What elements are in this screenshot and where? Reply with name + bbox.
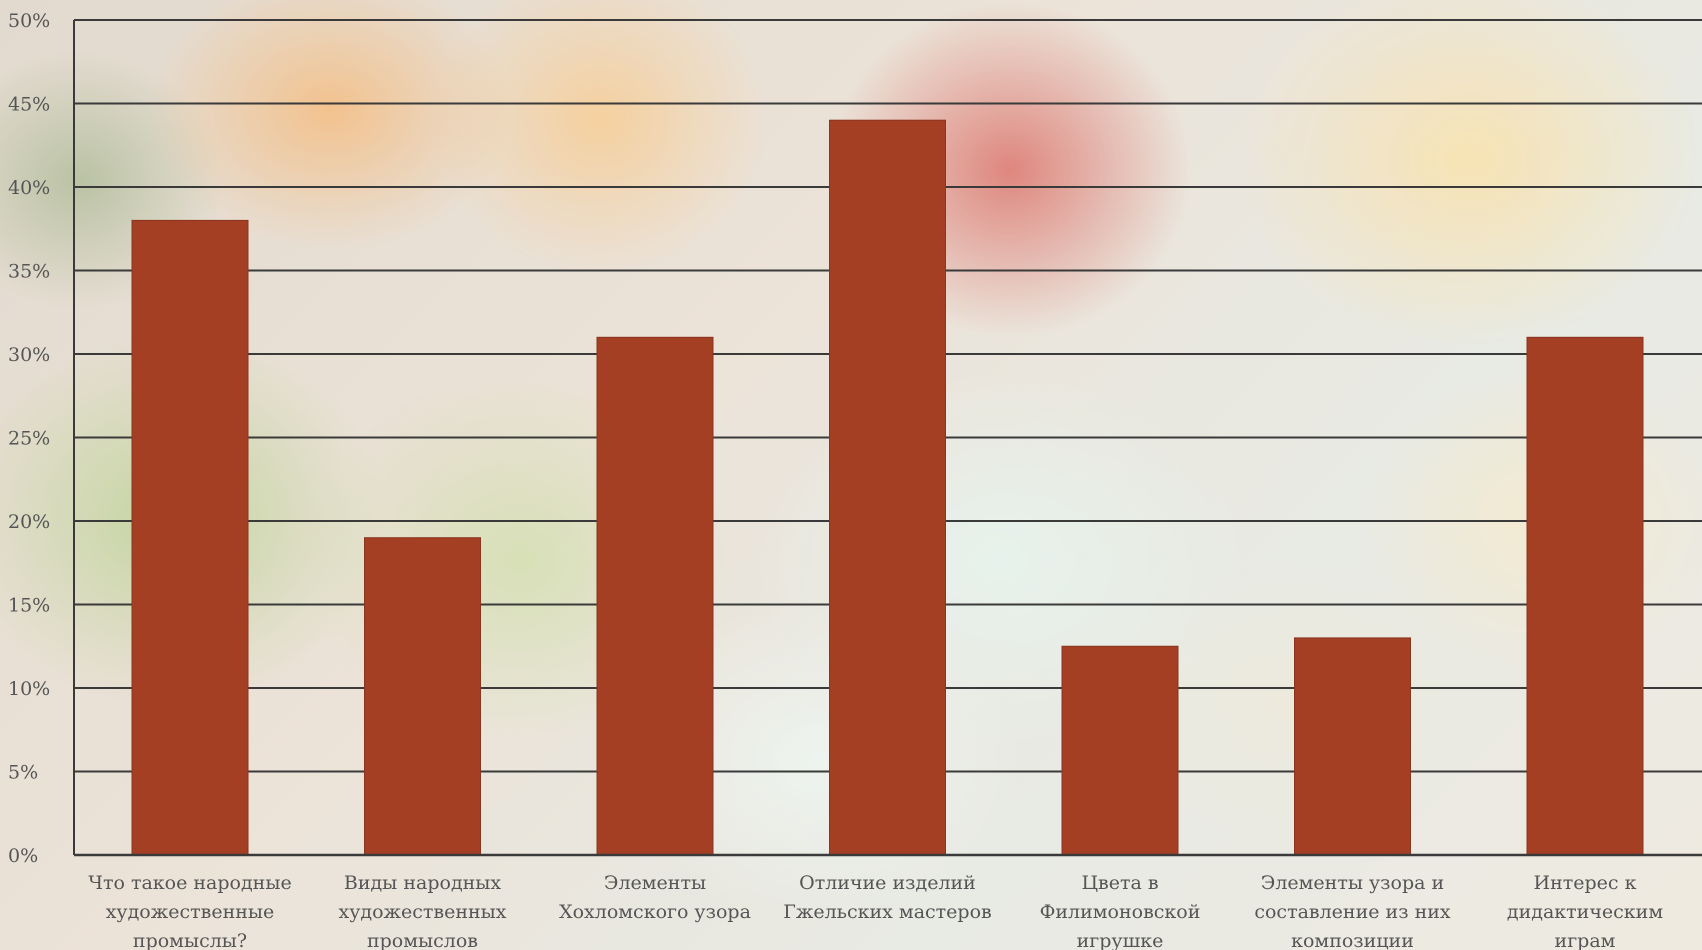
- y-tick-label: 10%: [8, 678, 50, 700]
- x-category-label: художественные: [106, 901, 275, 923]
- x-axis-category-labels: Что такое народные художественные промыслы…: [88, 872, 1663, 950]
- x-category-label: составление из них: [1254, 901, 1451, 923]
- x-category-label: Хохломского узора: [559, 901, 751, 923]
- y-tick-label: 40%: [8, 177, 50, 199]
- y-tick-label: 35%: [8, 261, 50, 283]
- x-category-label: игрушке: [1077, 930, 1164, 950]
- x-category-label: Цвета в: [1081, 872, 1158, 894]
- x-category-label: композиции: [1291, 930, 1414, 950]
- x-category-label: промыслов: [367, 930, 478, 950]
- bars: [131, 119, 1644, 856]
- x-category-label: Что такое народные: [88, 872, 291, 894]
- x-category-label: Элементы: [604, 872, 706, 894]
- bar: [1526, 336, 1644, 856]
- bar: [1294, 637, 1411, 856]
- y-tick-label: 15%: [8, 595, 50, 617]
- bar: [1061, 645, 1179, 856]
- x-category-label: Отличие изделий: [799, 872, 976, 894]
- x-category-label: дидактическим: [1507, 901, 1663, 923]
- x-category-label: Интерес к: [1534, 872, 1637, 894]
- y-tick-label: 20%: [8, 511, 50, 533]
- y-tick-label: 50%: [8, 10, 50, 32]
- x-category-label: художественных: [338, 901, 506, 923]
- axes: [73, 20, 1702, 857]
- x-category-label: Гжельских мастеров: [783, 901, 991, 923]
- y-axis-tick-labels: 0% 5% 10% 15% 20% 25% 30% 35% 40% 45% 50%: [8, 10, 50, 867]
- x-category-label: Элементы узора и: [1261, 872, 1444, 894]
- bar: [829, 119, 946, 856]
- x-category-label: Филимоновской: [1040, 901, 1201, 923]
- x-category-label: Виды народных: [344, 872, 502, 894]
- x-category-label: играм: [1555, 930, 1616, 950]
- y-tick-label: 5%: [8, 762, 38, 784]
- bar: [364, 537, 481, 856]
- y-tick-label: 0%: [8, 845, 38, 867]
- y-tick-label: 25%: [8, 428, 50, 450]
- bar: [131, 219, 249, 856]
- x-category-label: промыслы?: [133, 930, 247, 950]
- y-tick-label: 30%: [8, 344, 50, 366]
- bar: [596, 336, 714, 856]
- y-tick-label: 45%: [8, 94, 50, 116]
